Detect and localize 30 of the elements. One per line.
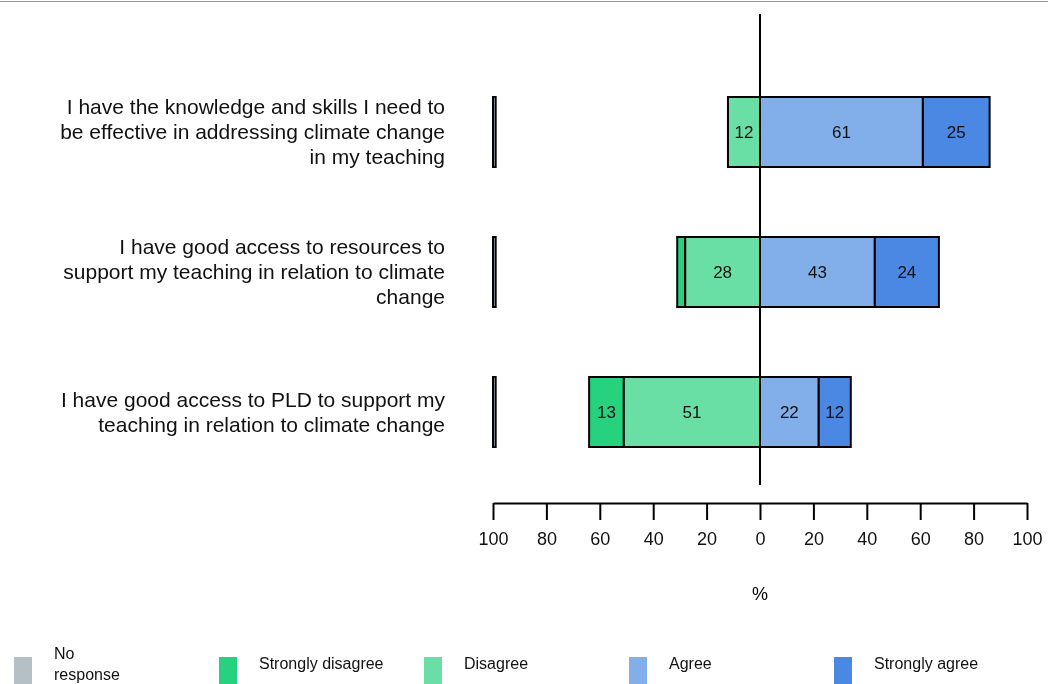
y-tick-label: I have the knowledge and skills I need to be effective in addressing climate change in my teaching <box>60 95 445 168</box>
data-label: 61 <box>831 123 851 142</box>
data-label: 28 <box>713 263 733 282</box>
y-tick-label: I have good access to PLD to support my teaching in relation to climate change <box>60 387 446 436</box>
legend-label: Disagree <box>464 655 529 672</box>
data-label: 51 <box>682 403 702 422</box>
x-tick-label: 80 <box>964 528 985 549</box>
x-tick-label: 40 <box>857 528 878 549</box>
legend-label: Agree <box>669 655 712 672</box>
x-tick-label: 20 <box>803 528 824 549</box>
legend-label: Strongly disagree <box>259 655 384 672</box>
x-tick-label: 40 <box>643 528 664 549</box>
data-label: 24 <box>897 263 917 282</box>
data-label: 22 <box>779 403 799 422</box>
data-label: 12 <box>825 403 845 422</box>
x-axis-title: % <box>751 584 769 604</box>
x-tick-label: 100 <box>1012 528 1043 549</box>
x-tick-label: 20 <box>697 528 718 549</box>
data-label: 12 <box>734 123 754 142</box>
x-tick-label: 60 <box>910 528 931 549</box>
data-label: 43 <box>807 263 827 282</box>
y-tick-label: I have good access to resources to support my teaching in relation to climate change <box>63 235 445 308</box>
legend-label: Strongly agree <box>874 655 979 672</box>
x-tick-label: 60 <box>590 528 611 549</box>
x-tick-label: 80 <box>536 528 557 549</box>
x-tick-label: 0 <box>755 528 766 549</box>
data-label: 13 <box>597 403 616 422</box>
data-label: 25 <box>946 123 966 142</box>
x-tick-label: 100 <box>478 528 509 549</box>
legend-label: No response <box>54 645 120 683</box>
